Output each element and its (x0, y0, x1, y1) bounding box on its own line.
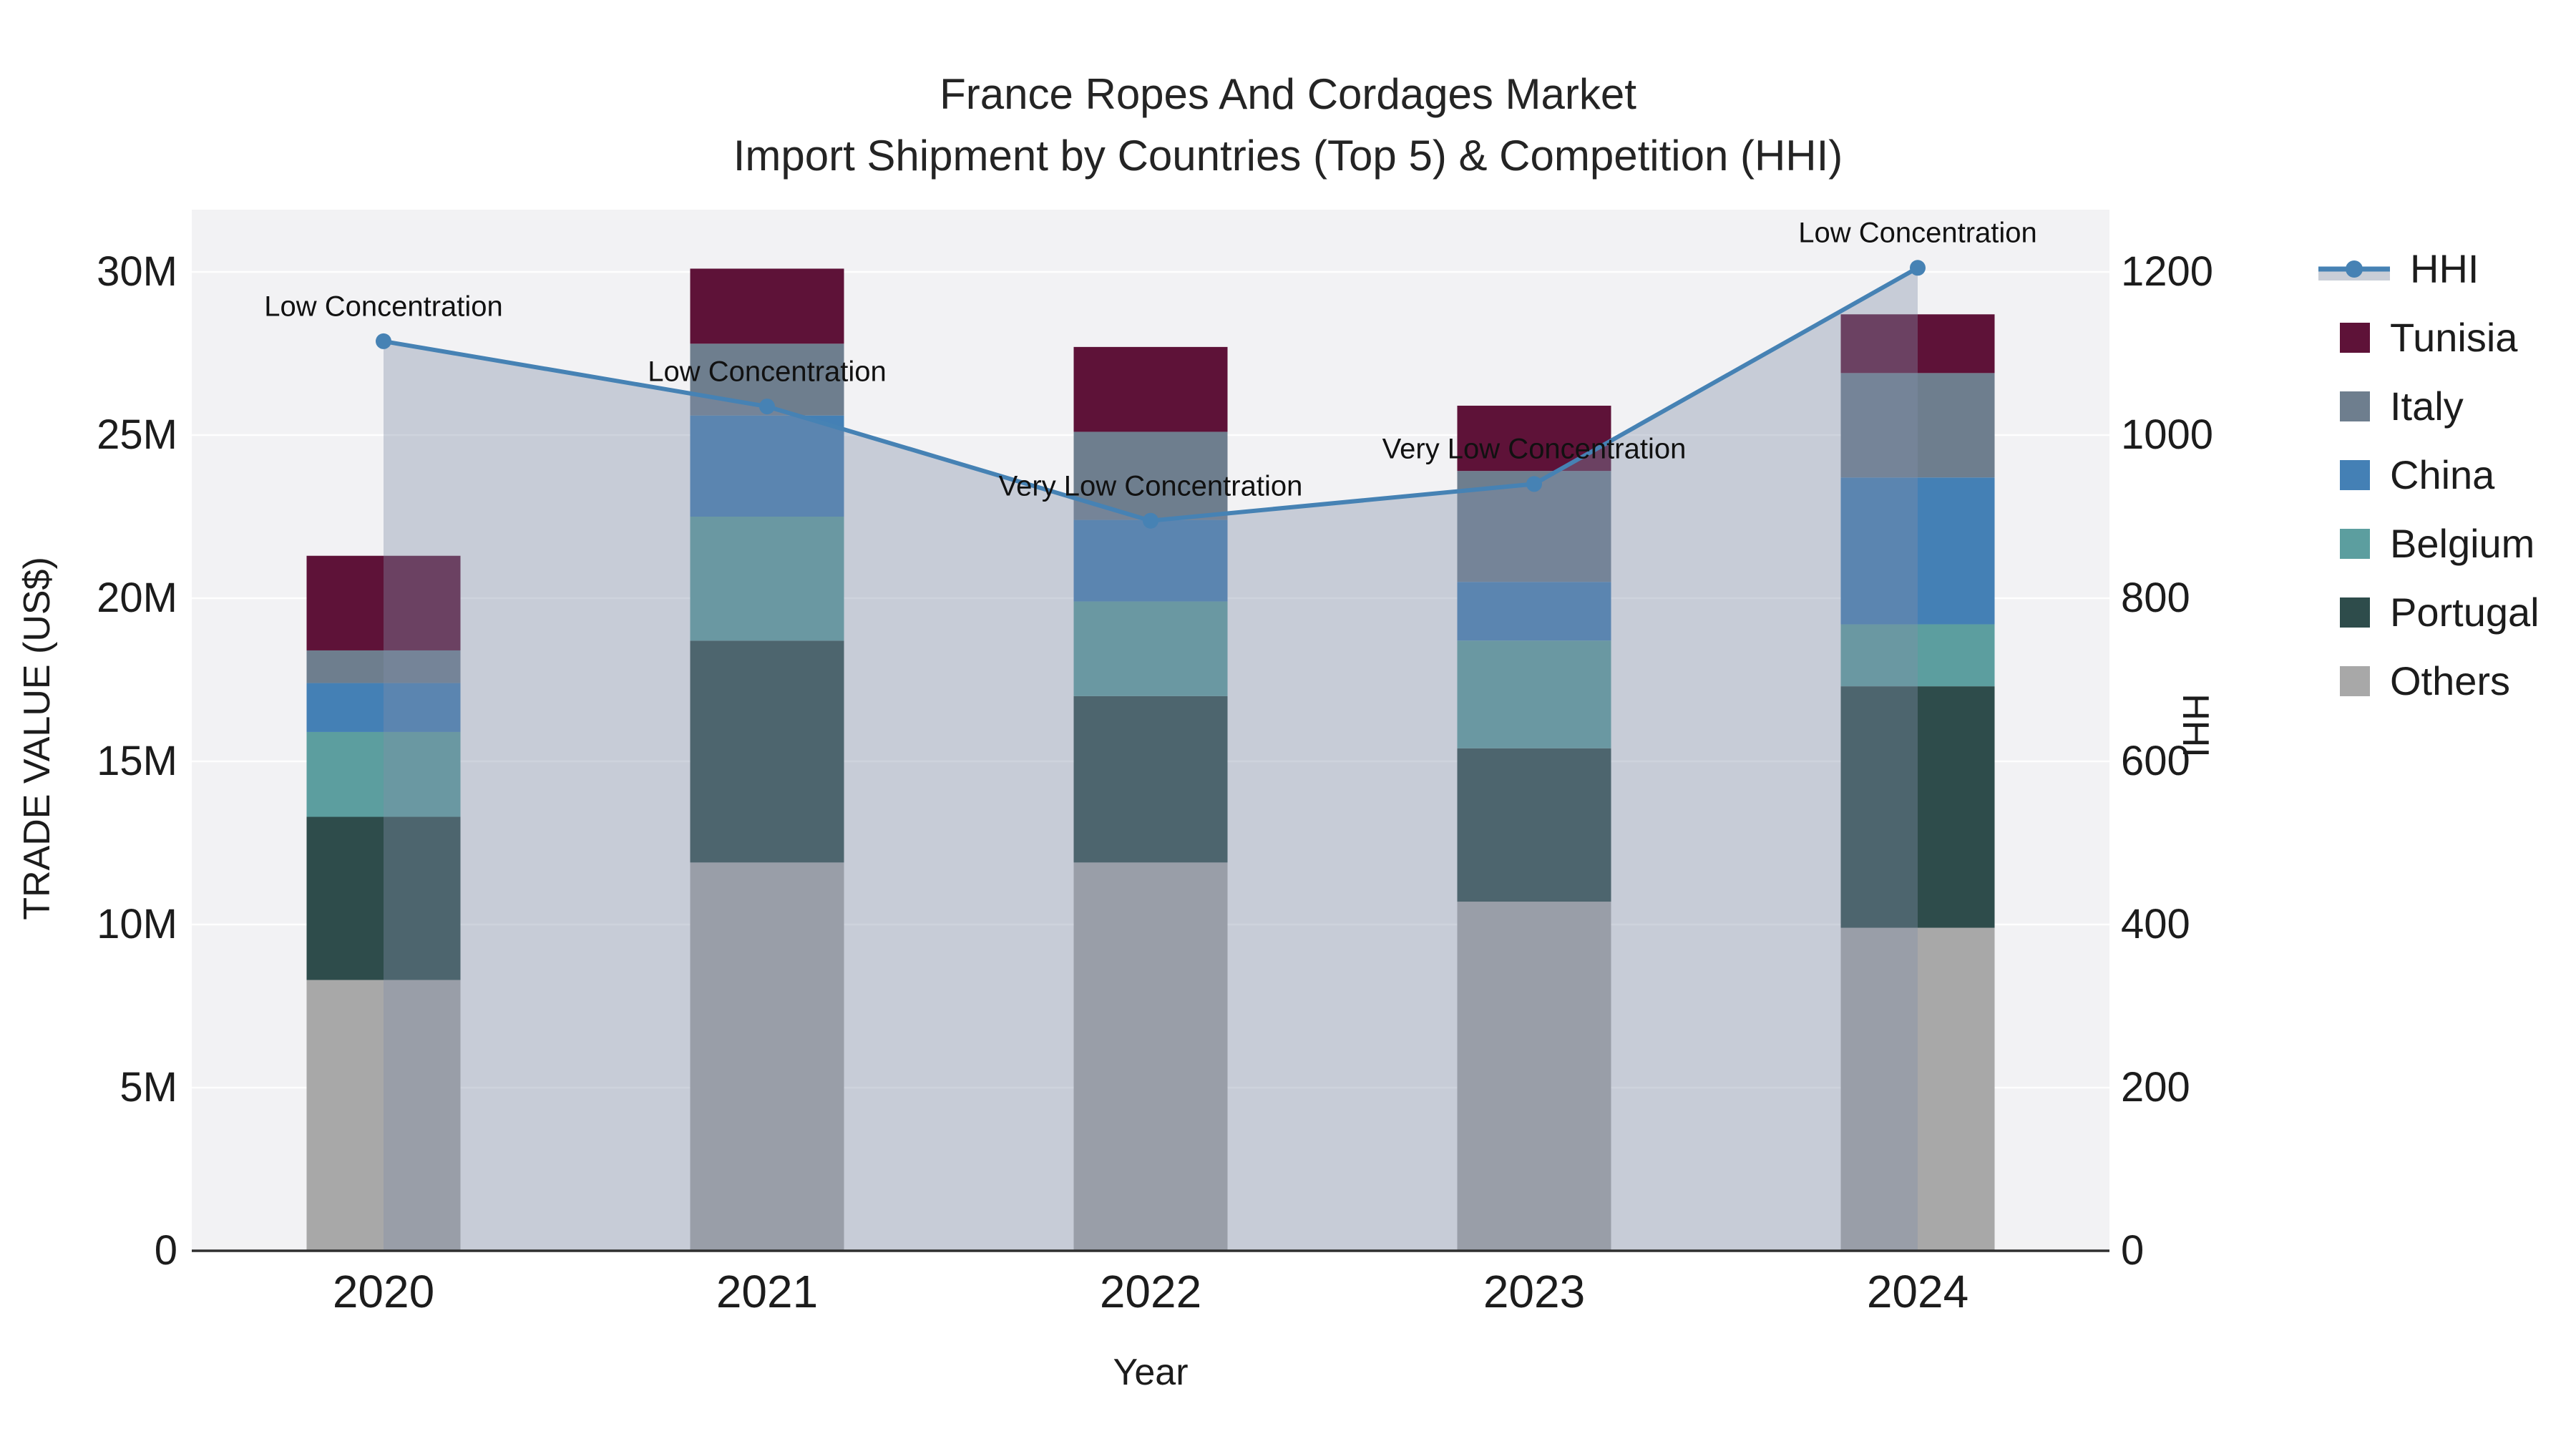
y-right-tick-1000: 1000 (2121, 411, 2214, 458)
belgium-swatch-icon (2340, 529, 2370, 559)
hhi-marker-2023[interactable] (1526, 476, 1542, 492)
hhi-marker-2021[interactable] (759, 399, 775, 415)
bar-segment-italy-2020[interactable] (306, 650, 461, 683)
bar-segment-china-2023[interactable] (1457, 582, 1611, 641)
legend-item-portugal[interactable]: Portugal (2318, 578, 2540, 647)
x-tick-2022: 2022 (1099, 1266, 1202, 1317)
bar-segment-belgium-2022[interactable] (1073, 601, 1228, 696)
hhi-line-sample-icon (2318, 260, 2390, 280)
portugal-swatch-icon (2340, 597, 2370, 628)
y-right-tick-800: 800 (2121, 575, 2190, 621)
bar-segment-belgium-2023[interactable] (1457, 640, 1611, 748)
bar-segment-portugal-2024[interactable] (1840, 686, 1995, 928)
x-tick-2024: 2024 (1866, 1266, 1969, 1317)
bar-segment-portugal-2022[interactable] (1073, 696, 1228, 863)
bar-segment-others-2024[interactable] (1840, 927, 1995, 1251)
china-swatch-icon (2340, 460, 2370, 490)
bar-segment-others-2021[interactable] (690, 862, 844, 1251)
hhi-marker-2024[interactable] (1910, 260, 1926, 276)
legend-label-tunisia: Tunisia (2390, 315, 2518, 360)
legend-item-belgium[interactable]: Belgium (2318, 509, 2540, 578)
bar-segment-china-2022[interactable] (1073, 519, 1228, 602)
bar-segment-china-2020[interactable] (306, 683, 461, 732)
bar-segment-belgium-2020[interactable] (306, 731, 461, 817)
legend-label-hhi: HHI (2410, 246, 2479, 291)
bar-segment-portugal-2021[interactable] (690, 640, 844, 863)
legend-item-hhi[interactable]: HHI (2318, 235, 2540, 303)
bar-segment-others-2020[interactable] (306, 980, 461, 1251)
hhi-marker-2022[interactable] (1143, 512, 1158, 529)
x-tick-2020: 2020 (332, 1266, 435, 1317)
y-left-tick-0: 0 (154, 1227, 177, 1274)
y-right-tick-0: 0 (2121, 1227, 2145, 1274)
chart-title-line2: Import Shipment by Countries (Top 5) & C… (733, 132, 1843, 180)
bar-segment-portugal-2023[interactable] (1457, 748, 1611, 902)
italy-swatch-icon (2340, 391, 2370, 421)
tunisia-swatch-icon (2340, 323, 2370, 353)
bar-segment-tunisia-2023[interactable] (1457, 405, 1611, 472)
legend-label-italy: Italy (2390, 384, 2464, 429)
legend-label-china: China (2390, 452, 2495, 497)
hhi-area-fill (384, 268, 1918, 1251)
annotation-2023: Very Low Concentration (1382, 433, 1687, 465)
others-swatch-icon (2340, 666, 2370, 696)
x-tick-2021: 2021 (716, 1266, 819, 1317)
y-left-tick-25M: 25M (97, 411, 177, 458)
y-left-tick-5M: 5M (119, 1064, 177, 1111)
y-left-tick-10M: 10M (97, 901, 177, 947)
y-right-tick-1200: 1200 (2121, 248, 2214, 295)
y-left-tick-30M: 30M (97, 248, 177, 295)
legend-item-tunisia[interactable]: Tunisia (2318, 303, 2540, 372)
bar-segment-italy-2024[interactable] (1840, 373, 1995, 478)
bar-segment-others-2023[interactable] (1457, 902, 1611, 1251)
y-right-tick-200: 200 (2121, 1064, 2190, 1111)
bar-segment-belgium-2024[interactable] (1840, 624, 1995, 687)
legend: HHI Tunisia Italy China Belgium Portugal Other… (2318, 235, 2540, 716)
y-right-tick-400: 400 (2121, 901, 2190, 947)
hhi-marker-2020[interactable] (376, 333, 391, 349)
bar-segment-tunisia-2021[interactable] (690, 268, 844, 344)
bar-segment-others-2022[interactable] (1073, 862, 1228, 1251)
legend-item-italy[interactable]: Italy (2318, 372, 2540, 441)
y-left-tick-20M: 20M (97, 575, 177, 621)
x-tick-2023: 2023 (1483, 1266, 1586, 1317)
bar-segment-portugal-2020[interactable] (306, 816, 461, 980)
bar-segment-tunisia-2024[interactable] (1840, 314, 1995, 374)
x-axis-title: Year (1113, 1352, 1189, 1393)
legend-label-portugal: Portugal (2390, 590, 2540, 635)
annotation-2024: Low Concentration (1798, 217, 2037, 249)
legend-item-china[interactable]: China (2318, 441, 2540, 509)
legend-label-others: Others (2390, 658, 2511, 703)
bar-segment-tunisia-2020[interactable] (306, 555, 461, 650)
bar-segment-china-2024[interactable] (1840, 477, 1995, 625)
bar-segment-tunisia-2022[interactable] (1073, 346, 1228, 432)
annotation-2021: Low Concentration (648, 356, 887, 388)
annotation-2022: Very Low Concentration (998, 470, 1303, 502)
legend-label-belgium: Belgium (2390, 521, 2535, 566)
bar-segment-china-2021[interactable] (690, 415, 844, 517)
y-left-tick-15M: 15M (97, 738, 177, 784)
chart-title-line1: France Ropes And Cordages Market (940, 70, 1636, 118)
y-right-tick-600: 600 (2121, 738, 2190, 784)
bar-segment-belgium-2021[interactable] (690, 517, 844, 641)
legend-item-others[interactable]: Others (2318, 647, 2540, 716)
annotation-2020: Low Concentration (264, 291, 503, 323)
